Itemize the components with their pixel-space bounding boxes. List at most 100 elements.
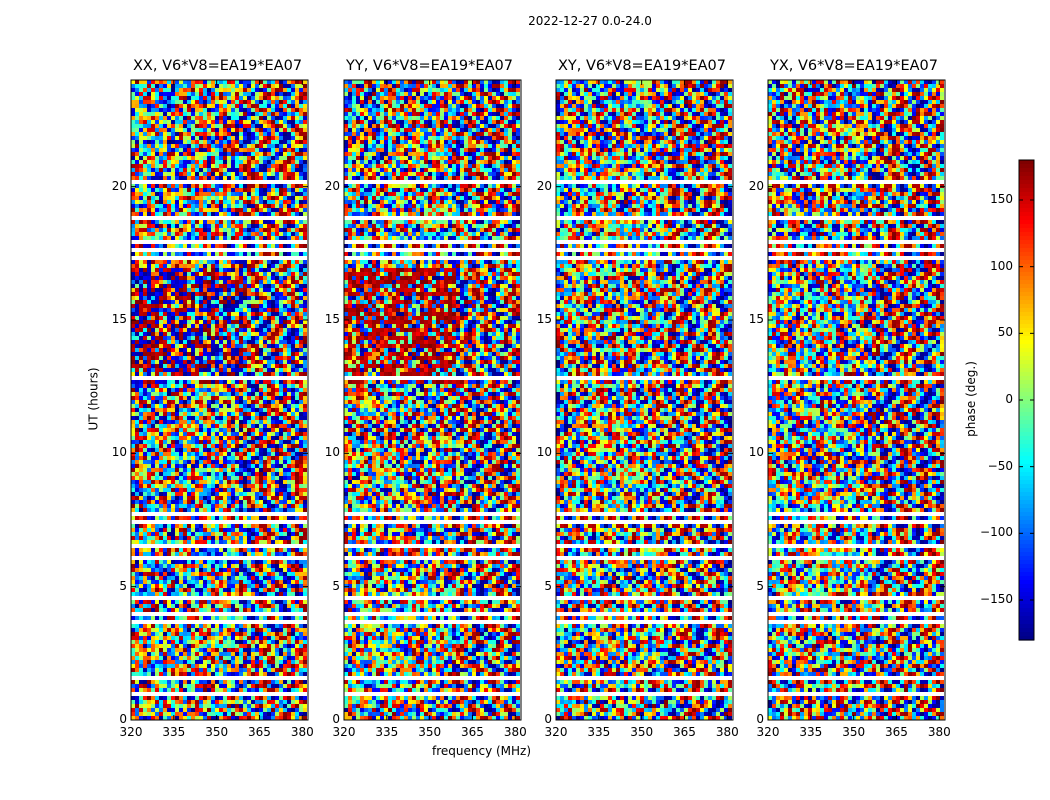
heatmap-cell bbox=[251, 384, 255, 388]
heatmap-cell bbox=[303, 444, 307, 448]
heatmap-cell bbox=[131, 120, 135, 124]
heatmap-cell bbox=[231, 128, 235, 132]
heatmap-cell bbox=[283, 528, 287, 532]
heatmap-cell bbox=[159, 272, 163, 276]
heatmap-cell bbox=[235, 232, 239, 236]
heatmap-cell bbox=[283, 360, 287, 364]
heatmap-cell bbox=[139, 444, 143, 448]
heatmap-cell bbox=[151, 456, 155, 460]
heatmap-cell bbox=[167, 444, 171, 448]
heatmap-cell bbox=[299, 460, 303, 464]
heatmap-cell bbox=[179, 540, 183, 544]
heatmap-cell bbox=[139, 392, 143, 396]
heatmap-cell bbox=[287, 400, 291, 404]
heatmap-cell bbox=[159, 304, 163, 308]
heatmap-cell bbox=[147, 300, 151, 304]
heatmap-cell bbox=[291, 372, 295, 376]
heatmap-cell bbox=[179, 564, 183, 568]
heatmap-cell bbox=[287, 404, 291, 408]
heatmap-cell bbox=[283, 420, 287, 424]
heatmap-cell bbox=[291, 484, 295, 488]
heatmap-cell bbox=[287, 476, 291, 480]
heatmap-cell bbox=[131, 484, 135, 488]
heatmap-cell bbox=[175, 504, 179, 508]
heatmap-cell bbox=[251, 132, 255, 136]
heatmap-cell bbox=[215, 252, 219, 256]
heatmap-cell bbox=[163, 368, 167, 372]
heatmap-cell bbox=[199, 132, 203, 136]
heatmap-cell bbox=[259, 496, 263, 500]
heatmap-cell bbox=[287, 536, 291, 540]
heatmap-cell bbox=[207, 404, 211, 408]
heatmap-cell bbox=[139, 360, 143, 364]
heatmap-cell bbox=[231, 268, 235, 272]
heatmap-cell bbox=[223, 416, 227, 420]
heatmap-cell bbox=[239, 244, 243, 248]
heatmap-cell bbox=[183, 508, 187, 512]
heatmap-cell bbox=[231, 364, 235, 368]
heatmap-cell bbox=[143, 192, 147, 196]
heatmap-cell bbox=[179, 372, 183, 376]
heatmap-cell bbox=[247, 228, 251, 232]
heatmap-cell bbox=[163, 444, 167, 448]
heatmap-cell bbox=[187, 124, 191, 128]
heatmap-cell bbox=[227, 408, 231, 412]
heatmap-cell bbox=[163, 224, 167, 228]
heatmap-cell bbox=[227, 116, 231, 120]
heatmap-cell bbox=[291, 272, 295, 276]
heatmap-cell bbox=[295, 420, 299, 424]
heatmap-cell bbox=[191, 332, 195, 336]
heatmap-cell bbox=[235, 300, 239, 304]
heatmap-cell bbox=[147, 92, 151, 96]
heatmap-cell bbox=[207, 444, 211, 448]
heatmap-cell bbox=[171, 388, 175, 392]
heatmap-cell bbox=[263, 356, 267, 360]
heatmap-cell bbox=[279, 404, 283, 408]
heatmap-cell bbox=[239, 268, 243, 272]
heatmap-cell bbox=[283, 500, 287, 504]
heatmap-cell bbox=[291, 420, 295, 424]
heatmap-cell bbox=[199, 488, 203, 492]
heatmap-cell bbox=[299, 368, 303, 372]
heatmap-cell bbox=[147, 388, 151, 392]
heatmap-cell bbox=[151, 400, 155, 404]
heatmap-cell bbox=[211, 496, 215, 500]
heatmap-cell bbox=[227, 284, 231, 288]
heatmap-cell bbox=[187, 88, 191, 92]
heatmap-cell bbox=[227, 208, 231, 212]
heatmap-cell bbox=[303, 184, 307, 188]
heatmap-cell bbox=[155, 524, 159, 528]
heatmap-cell bbox=[303, 300, 307, 304]
heatmap-cell bbox=[207, 108, 211, 112]
heatmap-cell bbox=[203, 380, 207, 384]
heatmap-cell bbox=[171, 112, 175, 116]
heatmap-cell bbox=[131, 260, 135, 264]
heatmap-cell bbox=[259, 268, 263, 272]
heatmap-cell bbox=[255, 500, 259, 504]
heatmap-cell bbox=[259, 524, 263, 528]
heatmap-cell bbox=[167, 244, 171, 248]
heatmap-cell bbox=[139, 292, 143, 296]
heatmap-cell bbox=[143, 412, 147, 416]
heatmap-cell bbox=[155, 500, 159, 504]
heatmap-cell bbox=[291, 380, 295, 384]
heatmap-cell bbox=[211, 268, 215, 272]
heatmap-cell bbox=[223, 312, 227, 316]
heatmap-cell bbox=[175, 144, 179, 148]
heatmap-cell bbox=[275, 344, 279, 348]
heatmap-cell bbox=[223, 316, 227, 320]
heatmap-cell bbox=[243, 336, 247, 340]
heatmap-cell bbox=[243, 420, 247, 424]
heatmap-cell bbox=[175, 288, 179, 292]
heatmap-cell bbox=[255, 368, 259, 372]
heatmap-cell bbox=[179, 384, 183, 388]
heatmap-cell bbox=[263, 264, 267, 268]
heatmap-cell bbox=[259, 336, 263, 340]
heatmap-cell bbox=[203, 152, 207, 156]
heatmap-cell bbox=[283, 108, 287, 112]
heatmap-cell bbox=[231, 292, 235, 296]
heatmap-cell bbox=[267, 548, 271, 552]
heatmap-cell bbox=[231, 464, 235, 468]
heatmap-cell bbox=[167, 336, 171, 340]
heatmap-cell bbox=[163, 420, 167, 424]
